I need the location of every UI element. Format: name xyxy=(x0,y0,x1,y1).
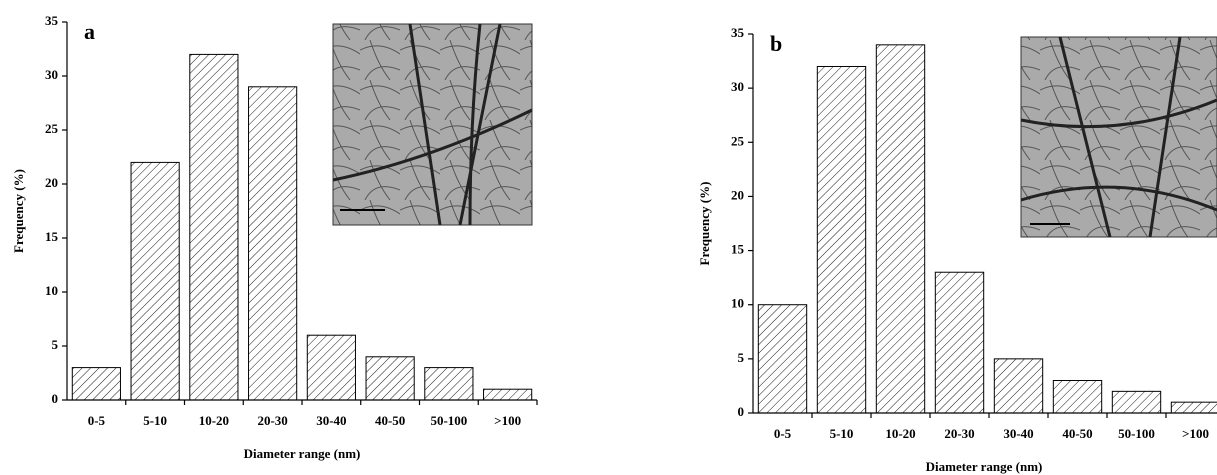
y-tick-label: 10 xyxy=(731,296,744,311)
bar xyxy=(816,65,867,414)
x-tick-label: 5-10 xyxy=(830,426,854,441)
panel-label: b xyxy=(770,31,782,56)
x-tick-label: 20-30 xyxy=(257,413,287,428)
bar xyxy=(424,367,474,401)
x-axis-title: Diameter range (nm) xyxy=(244,446,361,461)
y-tick-label: 35 xyxy=(731,25,745,40)
y-tick-label: 25 xyxy=(731,133,745,148)
y-tick-label: 0 xyxy=(738,404,745,419)
x-tick-label: 20-30 xyxy=(944,426,974,441)
panel-label: a xyxy=(84,19,95,44)
inset-image-b xyxy=(1020,36,1217,238)
x-tick-label: 0-5 xyxy=(774,426,792,441)
x-tick-label: 10-20 xyxy=(885,426,915,441)
bar xyxy=(483,388,533,401)
x-tick-label: >100 xyxy=(1182,426,1209,441)
y-tick-label: 0 xyxy=(52,391,59,406)
bar xyxy=(189,53,239,401)
x-tick-label: 50-100 xyxy=(1118,426,1155,441)
x-tick-label: 10-20 xyxy=(199,413,229,428)
y-tick-label: 30 xyxy=(731,79,744,94)
bar xyxy=(875,44,926,414)
y-tick-label: 20 xyxy=(731,187,744,202)
x-tick-label: 40-50 xyxy=(1062,426,1092,441)
x-axis-title: Diameter range (nm) xyxy=(926,459,1043,474)
y-tick-label: 10 xyxy=(45,283,58,298)
y-tick-label: 15 xyxy=(45,229,59,244)
y-tick-label: 25 xyxy=(45,121,59,136)
y-axis-title: Frequency (%) xyxy=(697,182,712,266)
x-tick-label: 50-100 xyxy=(430,413,467,428)
y-axis-title: Frequency (%) xyxy=(11,169,26,253)
y-tick-label: 20 xyxy=(45,175,58,190)
bar xyxy=(71,367,121,401)
bar xyxy=(934,271,985,414)
y-tick-label: 5 xyxy=(52,337,59,352)
x-tick-label: >100 xyxy=(494,413,521,428)
bar xyxy=(130,161,180,401)
bar xyxy=(1111,390,1162,414)
x-tick-label: 30-40 xyxy=(316,413,346,428)
y-tick-label: 15 xyxy=(731,242,745,257)
y-tick-label: 5 xyxy=(738,350,745,365)
bar xyxy=(365,356,415,401)
x-tick-label: 40-50 xyxy=(375,413,405,428)
x-tick-label: 5-10 xyxy=(143,413,167,428)
bar xyxy=(993,358,1044,414)
bar xyxy=(306,334,356,401)
y-tick-label: 35 xyxy=(45,13,59,28)
bar xyxy=(757,304,808,414)
inset-image-a xyxy=(332,23,533,226)
bar xyxy=(248,86,298,401)
y-tick-label: 30 xyxy=(45,67,58,82)
bar xyxy=(1052,380,1103,414)
bar xyxy=(1170,401,1217,414)
x-tick-label: 0-5 xyxy=(88,413,106,428)
x-tick-label: 30-40 xyxy=(1003,426,1033,441)
